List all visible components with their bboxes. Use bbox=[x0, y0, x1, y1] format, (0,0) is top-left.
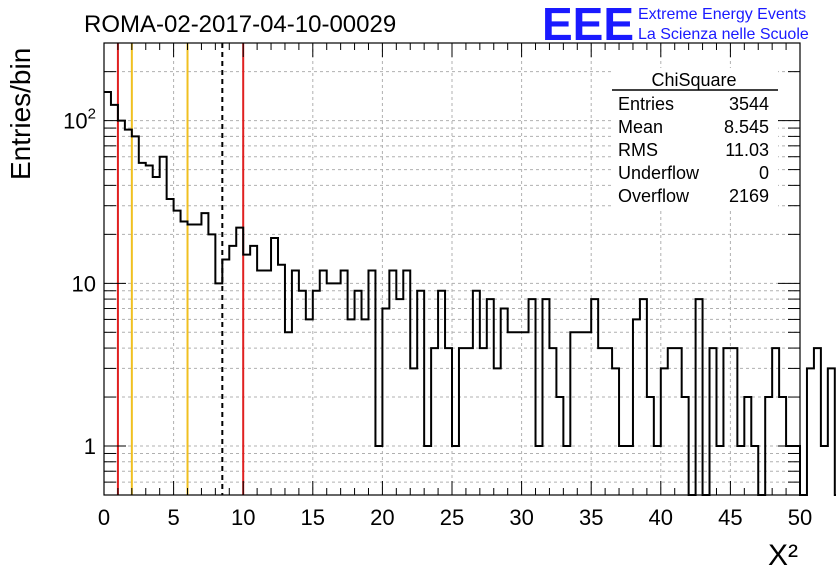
x-tick-label: 25 bbox=[440, 505, 464, 530]
x-tick-label: 45 bbox=[718, 505, 742, 530]
y-tick-label: 102 bbox=[63, 106, 96, 134]
y-tick-label: 10 bbox=[72, 271, 96, 296]
eee-logo-mark: EEE bbox=[542, 0, 634, 50]
stats-value: 0 bbox=[759, 163, 769, 183]
stats-value: 8.545 bbox=[724, 117, 769, 137]
stats-label: Overflow bbox=[618, 186, 690, 206]
x-tick-label: 15 bbox=[301, 505, 325, 530]
x-tick-label: 50 bbox=[788, 505, 812, 530]
stats-box-background bbox=[612, 68, 778, 208]
y-tick-labels: 1 10 102 bbox=[63, 106, 96, 459]
stats-box-title: ChiSquare bbox=[651, 70, 736, 90]
logo-line-2: La Scienza nelle Scuole bbox=[638, 26, 809, 43]
stats-label: Mean bbox=[618, 117, 663, 137]
eee-logo: EEE Extreme Energy Events La Scienza nel… bbox=[542, 0, 809, 50]
x-tick-label: 40 bbox=[649, 505, 673, 530]
stats-box: ChiSquare Entries 3544 Mean 8.545 RMS 11.03 Un… bbox=[612, 68, 778, 208]
x-tick-label: 30 bbox=[509, 505, 533, 530]
x-tick-label: 35 bbox=[579, 505, 603, 530]
x-tick-label: 5 bbox=[167, 505, 179, 530]
x-tick-labels: 0 5 10 15 20 25 30 35 40 45 50 bbox=[98, 505, 812, 530]
logo-line-1: Extreme Energy Events bbox=[638, 6, 806, 23]
chart-title: ROMA-02-2017-04-10-00029 bbox=[84, 11, 396, 38]
stats-label: Entries bbox=[618, 94, 674, 114]
stats-value: 3544 bbox=[729, 94, 769, 114]
axis-ticks bbox=[103, 42, 801, 496]
x-tick-label: 20 bbox=[370, 505, 394, 530]
y-tick-label: 1 bbox=[84, 434, 96, 459]
histogram-step-line bbox=[104, 90, 836, 496]
stats-value: 2169 bbox=[729, 186, 769, 206]
x-axis-label: X² bbox=[768, 539, 798, 572]
threshold-lines bbox=[116, 43, 245, 495]
x-tick-label: 10 bbox=[231, 505, 255, 530]
x-tick-label: 0 bbox=[98, 505, 110, 530]
histogram bbox=[104, 90, 836, 496]
stats-value: 11.03 bbox=[725, 140, 769, 160]
stats-label: RMS bbox=[618, 140, 658, 160]
stats-label: Underflow bbox=[618, 163, 700, 183]
y-axis-label: Entries/bin bbox=[5, 48, 36, 180]
stats-rows: Entries 3544 Mean 8.545 RMS 11.03 Underflow 0 Ov… bbox=[618, 94, 769, 206]
